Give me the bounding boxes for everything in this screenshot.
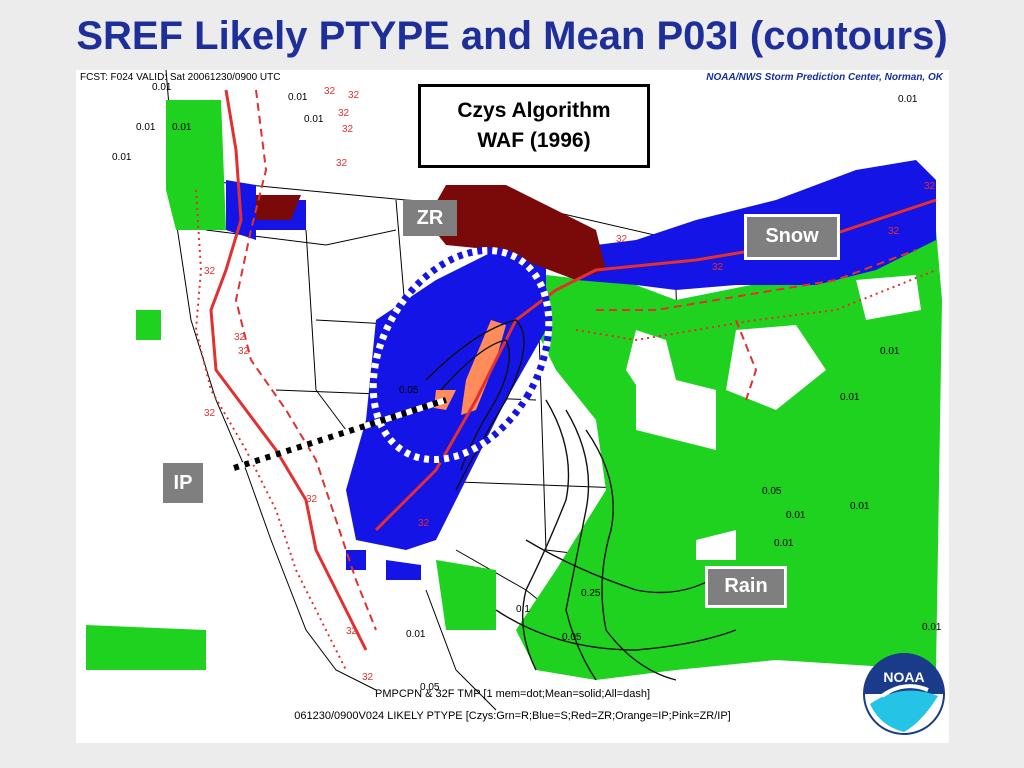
contour-labels: 0.01 0.01 0.01 0.01 0.01 0.01 0.01 0.01 … — [112, 82, 942, 693]
zr-label: ZR — [403, 200, 457, 236]
contour-label: 32 — [338, 108, 350, 119]
contour-label: 0.01 — [172, 122, 192, 133]
precip-contours — [425, 319, 737, 681]
algorithm-line-1: Czys Algorithm — [457, 99, 611, 122]
footer-line-1: PMPCPN & 32F TMP [1 mem=dot;Mean=solid;A… — [374, 688, 651, 700]
contour-label: 32 — [362, 672, 374, 683]
contour-label: 32 — [418, 518, 430, 529]
contour-label: 32 — [346, 626, 358, 637]
contour-label: 0.05 — [562, 632, 582, 643]
contour-label: 0.01 — [840, 392, 860, 403]
noaa-logo: NOAA — [863, 653, 945, 735]
contour-label: 32 — [204, 408, 216, 419]
map-canvas: 0.01 0.01 0.01 0.01 0.01 0.01 0.01 0.01 … — [86, 70, 942, 711]
contour-label: 0.01 — [786, 510, 806, 521]
contour-label: 32 — [616, 234, 628, 245]
contour-label: 0.05 — [762, 486, 782, 497]
contour-label: 32 — [924, 181, 936, 192]
ip-pointer-line — [233, 397, 447, 471]
ptype-map: 0.01 0.01 0.01 0.01 0.01 0.01 0.01 0.01 … — [76, 70, 949, 743]
contour-label: 32 — [336, 158, 348, 169]
focus-ellipse — [369, 246, 553, 464]
contour-label: 0.01 — [850, 501, 870, 512]
contour-label: 0.05 — [399, 385, 419, 396]
logo-text: NOAA — [883, 669, 924, 685]
freezing-rain-region — [256, 185, 606, 280]
contour-label: 32 — [204, 266, 216, 277]
rain-label: Rain — [705, 566, 787, 608]
contour-label: 0.01 — [152, 82, 172, 93]
contour-label: 32 — [324, 86, 336, 97]
footer-line-2: 061230/0900V024 LIKELY PTYPE [Czys:Grn=R… — [294, 710, 731, 722]
contour-label: 0.01 — [136, 122, 156, 133]
rain-holes — [626, 275, 921, 560]
algorithm-box: Czys Algorithm WAF (1996) — [418, 84, 650, 168]
freezing-labels: 32 32 32 32 32 32 32 32 32 32 32 32 32 3… — [204, 86, 936, 683]
contour-label: 0.01 — [112, 152, 132, 163]
contour-label: 32 — [238, 346, 250, 357]
contour-label: 32 — [712, 262, 724, 273]
forecast-header: FCST: F024 VALID: Sat 20061230/0900 UTC — [80, 72, 281, 83]
contour-label: 0.01 — [304, 114, 324, 125]
rain-region — [86, 100, 942, 680]
contour-label: 32 — [348, 90, 360, 101]
credit-line: NOAA/NWS Storm Prediction Center, Norman… — [706, 72, 943, 83]
snow-label: Snow — [744, 214, 840, 260]
contour-label: 32 — [234, 332, 246, 343]
contour-label: 0.1 — [516, 604, 530, 615]
contour-label: 32 — [342, 124, 354, 135]
contour-label: 0.25 — [581, 588, 601, 599]
slide-title: SREF Likely PTYPE and Mean P03I (contour… — [76, 14, 948, 58]
contour-label: 0.01 — [880, 346, 900, 357]
contour-label: 0.01 — [406, 629, 426, 640]
contour-label: 32 — [306, 494, 318, 505]
contour-label: 0.05 — [420, 682, 440, 693]
contour-label: 0.01 — [774, 538, 794, 549]
contour-label: 32 — [888, 226, 900, 237]
contour-label: 0.01 — [288, 92, 308, 103]
algorithm-line-2: WAF (1996) — [477, 129, 591, 152]
contour-label: 0.01 — [898, 94, 918, 105]
ip-label: IP — [163, 463, 203, 503]
contour-label: 0.01 — [922, 622, 942, 633]
